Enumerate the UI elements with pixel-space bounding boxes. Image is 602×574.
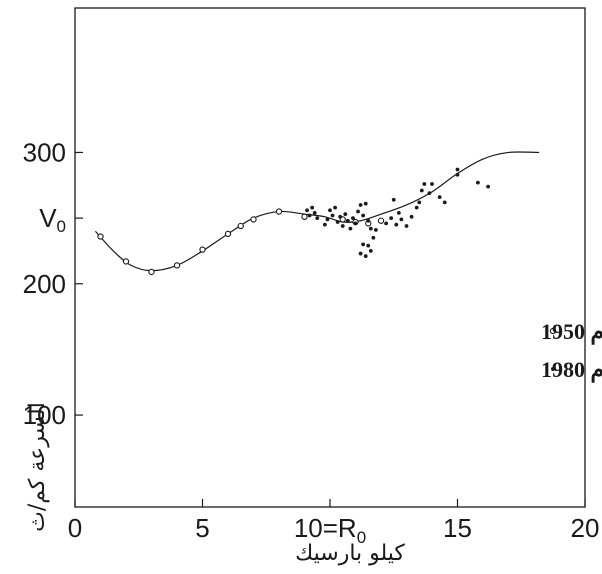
data-point-1980 xyxy=(396,210,401,215)
data-point-1980 xyxy=(330,213,335,218)
data-point-1980 xyxy=(328,208,332,213)
data-point-1980 xyxy=(356,209,360,214)
data-point-1980 xyxy=(389,216,394,221)
y-tick-label-v0: V0 xyxy=(39,203,66,236)
data-point-1980 xyxy=(394,222,399,227)
data-point-1980 xyxy=(358,203,363,207)
data-point-1980 xyxy=(422,182,427,186)
data-point-1950 xyxy=(148,268,155,276)
data-point-1980 xyxy=(404,224,409,228)
x-tick-label: 0 xyxy=(68,513,82,543)
legend-marker-1950 xyxy=(549,327,557,335)
data-point-1980 xyxy=(305,208,309,213)
plot-axes xyxy=(74,7,586,508)
data-point-1980 xyxy=(414,205,419,210)
data-point-1980 xyxy=(338,214,343,219)
x-tick-label: 5 xyxy=(195,513,209,543)
x-axis-title: كيلو بارسيك xyxy=(295,541,405,566)
data-point-1980 xyxy=(368,226,373,231)
data-point-1980 xyxy=(366,243,371,248)
legend-label-1950: بيانات أعوام 1950 xyxy=(541,316,602,345)
x-tick-label: 10=R0 xyxy=(294,513,366,547)
data-point-1950 xyxy=(224,230,232,238)
data-point-1980 xyxy=(371,235,376,240)
trend-curve xyxy=(94,151,540,272)
data-point-1980 xyxy=(325,217,330,222)
y-axis-title: السرعة كم/ث xyxy=(25,402,50,532)
data-point-1980 xyxy=(335,220,340,224)
data-point-1980 xyxy=(351,216,355,221)
legend: بيانات أعوام 1950 بيانات أعوام 1980 xyxy=(541,316,602,383)
data-point-1980 xyxy=(427,191,432,196)
data-point-1980 xyxy=(312,210,317,215)
x-tick-label: 20 xyxy=(571,513,600,543)
data-point-1980 xyxy=(374,228,378,232)
data-point-1980 xyxy=(419,188,424,193)
data-point-1980 xyxy=(361,213,366,218)
y-tick-label: 200 xyxy=(23,269,66,299)
data-point-1980 xyxy=(486,184,490,189)
data-point-1980 xyxy=(417,200,422,205)
data-point-1980 xyxy=(307,213,312,218)
data-point-1980 xyxy=(384,221,388,226)
data-point-1980 xyxy=(315,216,320,221)
data-point-1980 xyxy=(366,218,371,223)
data-point-1980 xyxy=(343,212,348,217)
x-tick-label: 15 xyxy=(443,513,472,543)
data-point-1980 xyxy=(368,249,373,253)
data-point-1980 xyxy=(455,167,460,172)
data-point-1980 xyxy=(437,195,442,199)
data-point-1980 xyxy=(310,205,315,210)
data-point-1980 xyxy=(348,226,353,231)
trend-curve-layer xyxy=(94,151,540,272)
data-point-1950 xyxy=(122,258,130,265)
data-point-1980 xyxy=(340,224,345,228)
data-point-1980 xyxy=(333,205,337,210)
data-point-1980 xyxy=(358,251,363,256)
data-point-1980 xyxy=(409,214,414,219)
data-point-1950 xyxy=(199,246,206,253)
data-point-1950 xyxy=(173,262,181,269)
data-point-1980 xyxy=(455,172,460,177)
data-point-1980 xyxy=(391,197,396,202)
plot-frame xyxy=(74,7,586,508)
data-point-1980 xyxy=(399,217,404,222)
legend-marker-1980 xyxy=(551,367,555,371)
y-tick-label: 300 xyxy=(23,137,66,167)
data-point-1950 xyxy=(377,217,385,224)
data-point-1950 xyxy=(301,213,308,220)
data-point-1950 xyxy=(275,208,283,215)
data-point-1980 xyxy=(345,218,350,223)
tick-labels-layer: 0 5 10=R0 15 20 100 200 300 V0 xyxy=(23,137,600,547)
data-point-1980 xyxy=(361,242,366,247)
data-points-layer xyxy=(97,167,490,276)
y-tick-label: 100 xyxy=(23,400,66,430)
data-point-1980 xyxy=(353,221,358,226)
data-point-1950 xyxy=(250,216,257,223)
data-point-1950 xyxy=(237,222,244,230)
data-point-1980 xyxy=(363,254,368,259)
data-point-1980 xyxy=(323,222,327,227)
legend-label-1980: بيانات أعوام 1980 xyxy=(541,354,602,383)
data-point-1980 xyxy=(476,180,480,185)
data-point-1980 xyxy=(430,182,434,186)
data-point-1980 xyxy=(442,200,447,205)
data-point-1980 xyxy=(363,201,368,206)
data-point-1950 xyxy=(97,233,104,240)
